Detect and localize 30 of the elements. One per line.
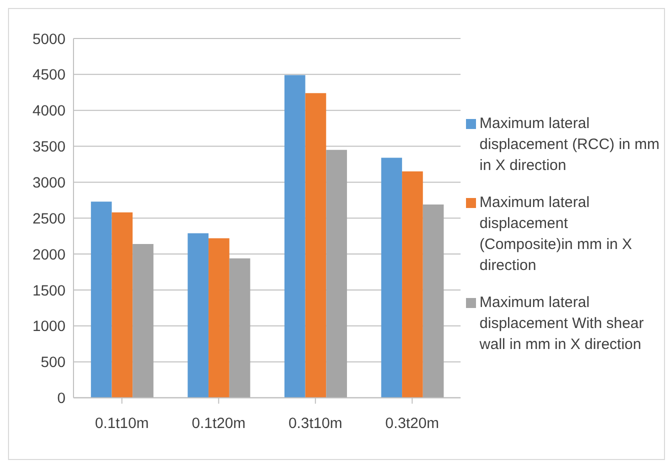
y-tick-label: 3000	[32, 175, 66, 192]
bar	[402, 171, 423, 398]
bar	[326, 150, 347, 398]
y-tick-label: 0	[57, 391, 66, 408]
bar	[381, 158, 402, 398]
x-tick-label: 0.1t10m	[95, 416, 149, 432]
y-tick-label: 4000	[32, 104, 66, 120]
bar	[284, 75, 306, 398]
bar	[132, 244, 154, 398]
legend-label: Maximum lateral displacement With shear wall in mm in X direction	[480, 293, 645, 355]
y-tick-label: 2500	[32, 211, 66, 228]
y-tick-label: 3500	[32, 140, 66, 156]
x-tick-label: 0.3t20m	[385, 416, 440, 432]
bar	[229, 258, 250, 398]
x-tick-label: 0.3t10m	[288, 416, 342, 432]
y-tick-label: 500	[40, 355, 66, 372]
bar	[208, 238, 230, 398]
bar	[188, 233, 209, 398]
bar	[422, 204, 444, 398]
bar	[112, 212, 133, 398]
y-tick-label: 1000	[32, 319, 66, 336]
y-tick-label: 2000	[32, 247, 66, 264]
bar	[90, 202, 112, 398]
y-tick-label: 5000	[32, 32, 66, 48]
x-tick-label: 0.1t20m	[192, 416, 246, 432]
bar	[305, 93, 326, 398]
y-tick-label: 1500	[32, 283, 66, 300]
y-tick-label: 4500	[32, 68, 66, 84]
legend-label: Maximum lateral displacement (RCC) in mm in X direction	[480, 114, 661, 176]
legend-label: Maximum lateral displacement (Composite)in mm in X direction	[480, 193, 634, 276]
